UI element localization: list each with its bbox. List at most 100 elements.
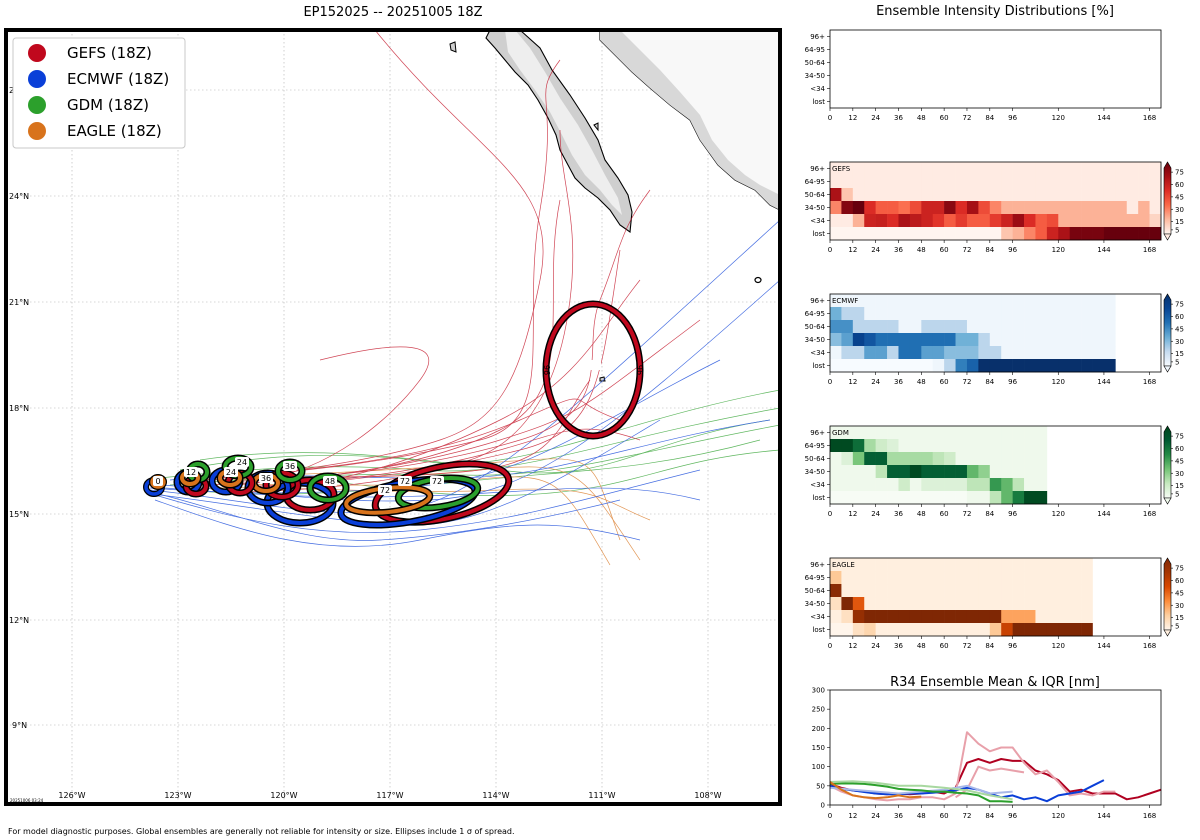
- panel-model-label: EAGLE: [832, 561, 855, 569]
- label-bg: [589, 360, 601, 370]
- heat-cell: [955, 610, 968, 624]
- heat-cell: [921, 175, 934, 189]
- heat-cell: [830, 571, 842, 585]
- heat-cell: [1058, 214, 1070, 228]
- heat-cell: [966, 426, 979, 440]
- heat-cell: [1035, 597, 1048, 611]
- colorbar-tick-label: 15: [1175, 350, 1184, 358]
- heat-cell: [830, 162, 842, 176]
- heat-cell: [1081, 558, 1093, 572]
- heat-cell: [978, 584, 991, 598]
- heat-cell: [852, 320, 865, 334]
- heat-cell: [944, 571, 956, 585]
- heat-cell: [921, 465, 934, 479]
- r34-y-tick-label: 0: [821, 802, 825, 810]
- r34-y-tick-label: 100: [812, 763, 825, 771]
- heat-cell: [830, 227, 842, 241]
- x-tick-label: 48: [917, 114, 926, 122]
- heat-cell: [921, 188, 934, 202]
- x-tick-label: 72: [963, 510, 972, 518]
- heat-cell: [875, 333, 888, 347]
- map-legend: GEFS (18Z) ECMWF (18Z) GDM (18Z) EAGLE (…: [12, 37, 186, 149]
- heat-cell: [909, 623, 922, 637]
- x-tick-label: 60: [940, 378, 949, 386]
- x-tick-label: 84: [985, 246, 994, 254]
- heat-cell: [1058, 227, 1070, 241]
- heat-cell: [852, 597, 865, 611]
- x-tick-label: 120: [1052, 246, 1065, 254]
- heat-cell: [887, 584, 899, 598]
- r34-x-tick-label: 84: [985, 812, 994, 820]
- heat-cell: [852, 478, 865, 492]
- heat-cell: [864, 465, 876, 479]
- heat-cell: [841, 201, 854, 215]
- heat-cell: [1035, 307, 1048, 321]
- heat-cell: [978, 478, 991, 492]
- heat-cell: [1012, 307, 1025, 321]
- heat-cell: [841, 558, 854, 572]
- heat-cell: [966, 188, 979, 202]
- x-tick-label: 144: [1097, 642, 1111, 650]
- heat-cell: [898, 426, 911, 440]
- lat-label: 24°N: [9, 192, 29, 201]
- heat-cell: [852, 465, 865, 479]
- heat-cell: [887, 162, 899, 176]
- heat-cell: [830, 465, 842, 479]
- heat-cell: [1012, 623, 1025, 637]
- heat-cell: [989, 558, 1002, 572]
- heat-cell: [898, 597, 911, 611]
- heat-cell: [875, 175, 888, 189]
- heat-cell: [898, 294, 911, 308]
- colorbar-tick-label: 15: [1175, 218, 1184, 226]
- heat-cell: [864, 452, 876, 466]
- heat-cell: [1012, 188, 1025, 202]
- heat-cell: [978, 201, 991, 215]
- heat-cell: [1069, 359, 1082, 373]
- heat-cell: [978, 359, 991, 373]
- heat-cell: [921, 597, 934, 611]
- heat-cell: [875, 307, 888, 321]
- heat-cell: [1058, 333, 1070, 347]
- heat-cell: [852, 307, 865, 321]
- heat-cell: [944, 610, 956, 624]
- heat-cell: [887, 439, 899, 453]
- heat-cell: [887, 227, 899, 241]
- heat-cell: [1012, 214, 1025, 228]
- label-36-a: 36: [285, 462, 295, 471]
- heat-cell: [989, 571, 1002, 585]
- heat-cell: [875, 214, 888, 228]
- x-tick-label: 96: [1008, 642, 1017, 650]
- heat-cell: [841, 227, 854, 241]
- heat-cell: [909, 320, 922, 334]
- heat-cell: [887, 359, 899, 373]
- legend-marker-ecmwf: [28, 70, 46, 88]
- heat-cell: [1069, 162, 1082, 176]
- heat-cell: [1069, 214, 1082, 228]
- heat-cell: [1001, 188, 1013, 202]
- heat-cell: [852, 175, 865, 189]
- colorbar-under: [1163, 629, 1172, 637]
- heat-cell: [852, 294, 865, 308]
- x-tick-label: 12: [848, 510, 857, 518]
- y-tick-label: lost: [812, 230, 825, 238]
- colorbar-under: [1163, 365, 1172, 373]
- heat-cell: [1081, 320, 1093, 334]
- heat-cell: [989, 307, 1002, 321]
- colorbar-tick-label: 75: [1175, 565, 1184, 573]
- x-tick-label: 84: [985, 642, 994, 650]
- heat-cell: [978, 571, 991, 585]
- heat-cell: [989, 491, 1002, 505]
- heat-cell: [898, 439, 911, 453]
- heat-cell: [909, 227, 922, 241]
- heat-cell: [1092, 162, 1105, 176]
- heat-cell: [898, 558, 911, 572]
- heat-cell: [1012, 452, 1025, 466]
- x-tick-label: 84: [985, 378, 994, 386]
- heat-cell: [1149, 162, 1162, 176]
- heat-cell: [966, 175, 979, 189]
- heat-cell: [989, 597, 1002, 611]
- heat-cell: [1103, 294, 1116, 308]
- heat-cell: [966, 584, 979, 598]
- legend-label-gefs: GEFS (18Z): [67, 44, 152, 62]
